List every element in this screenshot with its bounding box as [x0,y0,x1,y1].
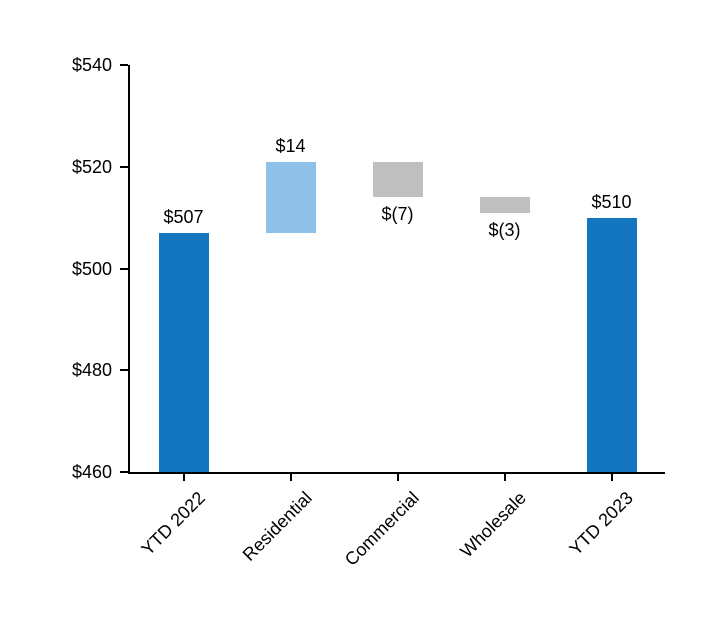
x-axis-tick [182,472,185,481]
bar-value-label: $(3) [488,219,521,240]
x-category-label: Wholesale [455,487,530,562]
y-tick-label: $460 [71,462,112,482]
x-axis-tick [396,472,399,481]
bar-value-label: $507 [163,206,204,227]
x-axis-tick [289,472,292,481]
x-axis-tick [503,472,506,481]
bar-residential [265,161,316,233]
bar-ytd-2023 [586,217,637,472]
bar-ytd-2022 [158,232,209,472]
bar-value-label: $14 [275,135,306,156]
x-category-label: Residential [238,487,316,565]
y-tick-label: $480 [71,360,112,381]
bar-commercial [372,161,423,198]
y-tick-label: $520 [71,156,112,177]
y-axis-line [128,65,130,472]
y-axis-tick [120,471,128,473]
x-category-label: YTD 2022 [136,487,209,560]
y-tick-label: $540 [71,55,112,75]
x-category-label: YTD 2023 [564,487,637,560]
x-category-label: Commercial [340,487,423,570]
y-axis-tick [120,165,128,168]
y-tick-label: $500 [71,258,112,279]
bar-value-label: $510 [591,191,632,212]
bar-value-label: $(7) [381,204,414,225]
y-axis-tick [120,369,128,372]
y-axis-tick [120,64,128,66]
y-axis-tick [120,267,128,270]
x-axis-tick [610,472,613,481]
bar-wholesale [479,197,530,213]
